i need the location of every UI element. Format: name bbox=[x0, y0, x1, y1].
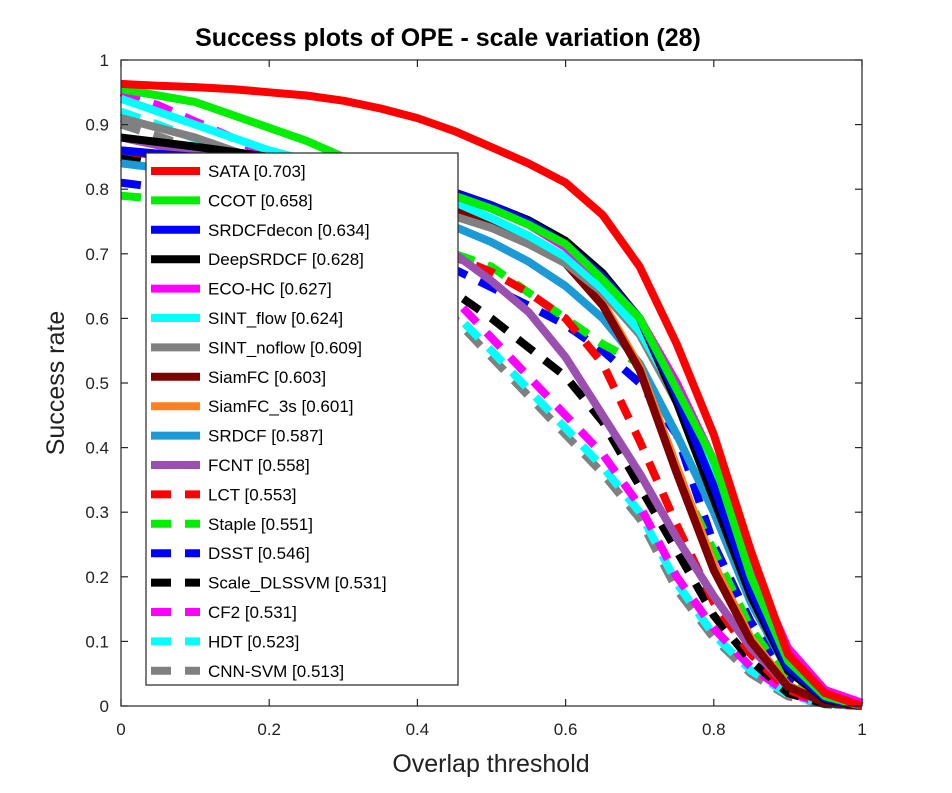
series-line-cnn-svm bbox=[119, 120, 863, 710]
y-tick-label: 0.5 bbox=[85, 374, 109, 393]
ticks-layer: 0 0.2 0.4 0.6 0.8 1 0 0.1 0.2 0.3 0.4 0.5 0.6 0.7 0.8 0… bbox=[85, 51, 866, 739]
x-tick-label: 0.4 bbox=[406, 720, 430, 739]
y-tick-label: 0 bbox=[100, 697, 109, 716]
legend-label: SRDCF [0.587] bbox=[208, 427, 323, 446]
legend-label: SATA [0.703] bbox=[208, 162, 306, 181]
legend-label: HDT [0.523] bbox=[208, 632, 299, 651]
y-tick-label: 0.3 bbox=[85, 503, 109, 522]
legend-label: LCT [0.553] bbox=[208, 485, 297, 504]
series-line-staple bbox=[120, 191, 863, 710]
x-axis-label: Overlap threshold bbox=[392, 750, 589, 778]
chart-title: Success plots of OPE - scale variation (… bbox=[195, 24, 701, 52]
series-line-sata bbox=[120, 79, 864, 710]
legend-label: DeepSRDCF [0.628] bbox=[208, 250, 364, 269]
y-tick-label: 0.8 bbox=[85, 180, 109, 199]
y-tick-label: 0.2 bbox=[85, 568, 109, 587]
x-tick-label: 0.8 bbox=[702, 720, 726, 739]
y-tick-label: 0.1 bbox=[85, 632, 109, 651]
legend-label: Staple [0.551] bbox=[208, 515, 313, 534]
legend-label: SINT_flow [0.624] bbox=[208, 309, 343, 328]
series-line-dsst bbox=[120, 178, 863, 710]
legend-label: SINT_noflow [0.609] bbox=[208, 338, 362, 357]
legend-label: SiamFC_3s [0.601] bbox=[208, 397, 354, 416]
y-tick-label: 1 bbox=[100, 51, 109, 70]
y-tick-label: 0.6 bbox=[85, 309, 109, 328]
legend-label: CF2 [0.531] bbox=[208, 603, 297, 622]
x-tick-label: 1 bbox=[857, 720, 866, 739]
y-tick-label: 0.9 bbox=[85, 116, 109, 135]
x-tick-label: 0.2 bbox=[257, 720, 281, 739]
y-tick-label: 0.4 bbox=[85, 439, 109, 458]
series-line-hdt bbox=[119, 107, 863, 710]
series-line-scale-dlssvm bbox=[120, 152, 863, 710]
series-line-lct bbox=[120, 146, 863, 710]
legend-label: DSST [0.546] bbox=[208, 544, 310, 563]
legend-label: Scale_DLSSVM [0.531] bbox=[208, 574, 387, 593]
legend-label: CCOT [0.658] bbox=[208, 191, 313, 210]
legend-label: FCNT [0.558] bbox=[208, 456, 310, 475]
legend-label: SRDCFdecon [0.634] bbox=[208, 221, 370, 240]
legend-box bbox=[145, 152, 459, 686]
legend-items: SATA [0.703] CCOT [0.658] SRDCFdecon [0.63… bbox=[151, 162, 387, 681]
legend-label: SiamFC [0.603] bbox=[208, 368, 326, 387]
x-tick-label: 0.6 bbox=[554, 720, 578, 739]
series-line-cf2 bbox=[119, 88, 863, 710]
y-tick-label: 0.7 bbox=[85, 245, 109, 264]
y-axis-label: Success rate bbox=[42, 311, 70, 456]
x-tick-label: 0 bbox=[116, 720, 125, 739]
legend-label: ECO-HC [0.627] bbox=[208, 280, 332, 299]
series-line-ccot bbox=[120, 85, 864, 710]
legend: SATA [0.703] CCOT [0.658] SRDCFdecon [0.63… bbox=[145, 152, 459, 686]
legend-label: CNN-SVM [0.513] bbox=[208, 662, 344, 681]
